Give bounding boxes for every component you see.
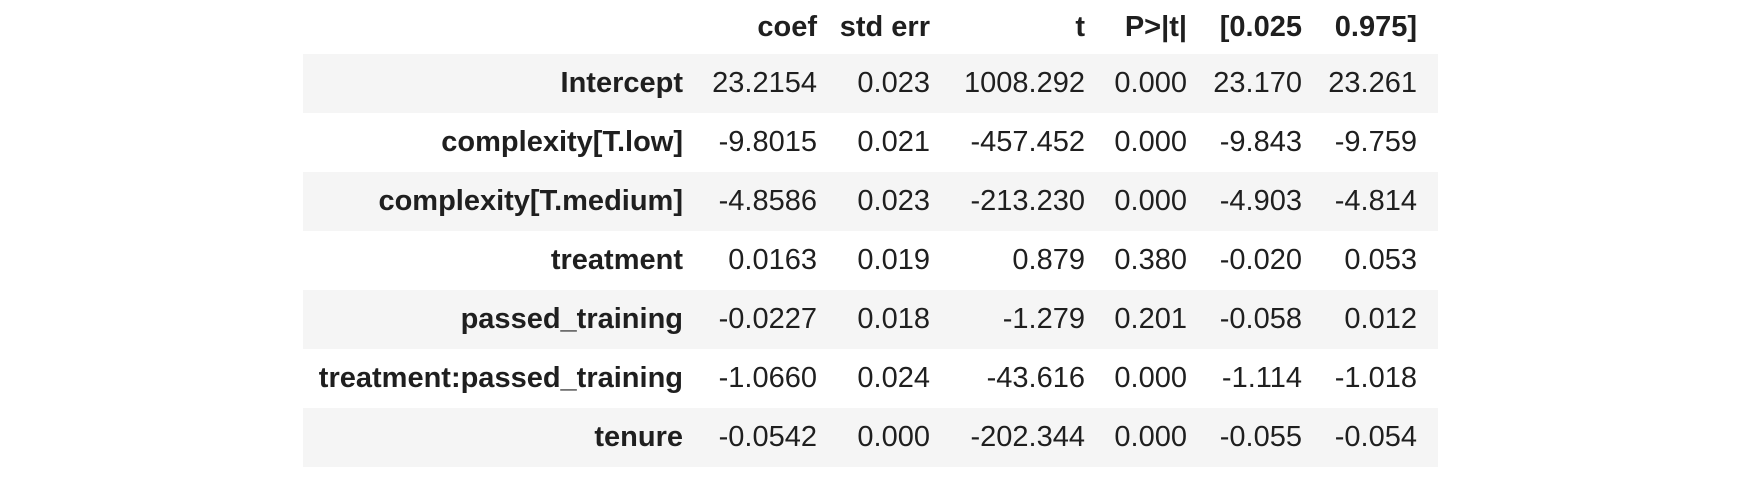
column-header-p-value: P>|t| — [1124, 10, 1187, 43]
table-row-treatment: treatment 0.0163 0.019 0.879 0.380 -0.02… — [303, 231, 1438, 290]
table-row-complexity-medium: complexity[T.medium] -4.8586 0.023 -213.… — [303, 172, 1438, 231]
cell-coef: -0.0542 — [718, 421, 817, 453]
cell-ci-lower: -0.055 — [1219, 421, 1302, 453]
table-row-complexity-low: complexity[T.low] -9.8015 0.021 -457.452… — [303, 113, 1438, 172]
table-row-intercept: Intercept 23.2154 0.023 1008.292 0.000 2… — [303, 54, 1438, 113]
column-header-ci-upper: 0.975] — [1334, 10, 1417, 43]
cell-coef: -4.8586 — [718, 185, 817, 217]
cell-ci-lower: -0.020 — [1219, 244, 1302, 276]
cell-ci-lower: -9.843 — [1219, 126, 1302, 158]
cell-ci-lower: 23.170 — [1213, 67, 1302, 99]
cell-coef: -9.8015 — [718, 126, 817, 158]
cell-t: 1008.292 — [964, 67, 1085, 99]
row-label: treatment:passed_training — [318, 362, 683, 394]
cell-coef: -0.0227 — [718, 303, 817, 335]
cell-t: -457.452 — [970, 126, 1086, 158]
cell-p-value: 0.000 — [1114, 362, 1187, 394]
cell-ci-lower: -4.903 — [1219, 185, 1302, 217]
table-row-passed-training: passed_training -0.0227 0.018 -1.279 0.2… — [303, 290, 1438, 349]
cell-std-err: 0.023 — [857, 67, 930, 99]
cell-p-value: 0.000 — [1114, 126, 1187, 158]
cell-t: 0.879 — [1012, 244, 1085, 276]
row-label: Intercept — [560, 67, 683, 99]
cell-ci-upper: -1.018 — [1334, 362, 1417, 394]
table-header-row: coef std err t P>|t| [0.025 0.975] — [303, 0, 1438, 54]
cell-coef: 0.0163 — [728, 244, 817, 276]
cell-ci-upper: 0.053 — [1344, 244, 1417, 276]
row-label: passed_training — [460, 303, 683, 335]
cell-p-value: 0.000 — [1114, 421, 1187, 453]
cell-p-value: 0.000 — [1114, 185, 1187, 217]
cell-t: -1.279 — [1002, 303, 1085, 335]
cell-coef: 23.2154 — [712, 67, 817, 99]
cell-p-value: 0.380 — [1114, 244, 1187, 276]
cell-p-value: 0.201 — [1114, 303, 1187, 335]
cell-std-err: 0.019 — [857, 244, 930, 276]
row-label: tenure — [594, 421, 683, 453]
cell-ci-upper: 23.261 — [1328, 67, 1417, 99]
cell-t: -213.230 — [970, 185, 1086, 217]
row-label: complexity[T.low] — [441, 126, 683, 158]
cell-std-err: 0.018 — [857, 303, 930, 335]
table-row-treatment-passed-training-interaction: treatment:passed_training -1.0660 0.024 … — [303, 349, 1438, 408]
row-label: complexity[T.medium] — [378, 185, 683, 217]
cell-ci-upper: -0.054 — [1334, 421, 1417, 453]
cell-ci-lower: -0.058 — [1219, 303, 1302, 335]
cell-ci-upper: -9.759 — [1334, 126, 1417, 158]
column-header-coef: coef — [757, 10, 817, 43]
regression-coefficients-table: coef std err t P>|t| [0.025 0.975] Inter… — [303, 0, 1438, 467]
cell-t: -202.344 — [970, 421, 1086, 453]
cell-ci-lower: -1.114 — [1221, 362, 1302, 394]
cell-p-value: 0.000 — [1114, 67, 1187, 99]
row-label: treatment — [550, 244, 683, 276]
cell-std-err: 0.021 — [857, 126, 930, 158]
cell-std-err: 0.023 — [857, 185, 930, 217]
table-row-tenure: tenure -0.0542 0.000 -202.344 0.000 -0.0… — [303, 408, 1438, 467]
cell-ci-upper: -4.814 — [1334, 185, 1417, 217]
column-header-std-err: std err — [839, 10, 930, 43]
cell-std-err: 0.000 — [857, 421, 930, 453]
cell-coef: -1.0660 — [718, 362, 817, 394]
cell-ci-upper: 0.012 — [1344, 303, 1417, 335]
column-header-variable — [303, 0, 683, 54]
cell-std-err: 0.024 — [857, 362, 930, 394]
column-header-t: t — [1075, 10, 1085, 43]
column-header-ci-lower: [0.025 — [1219, 10, 1302, 43]
cell-t: -43.616 — [986, 362, 1085, 394]
